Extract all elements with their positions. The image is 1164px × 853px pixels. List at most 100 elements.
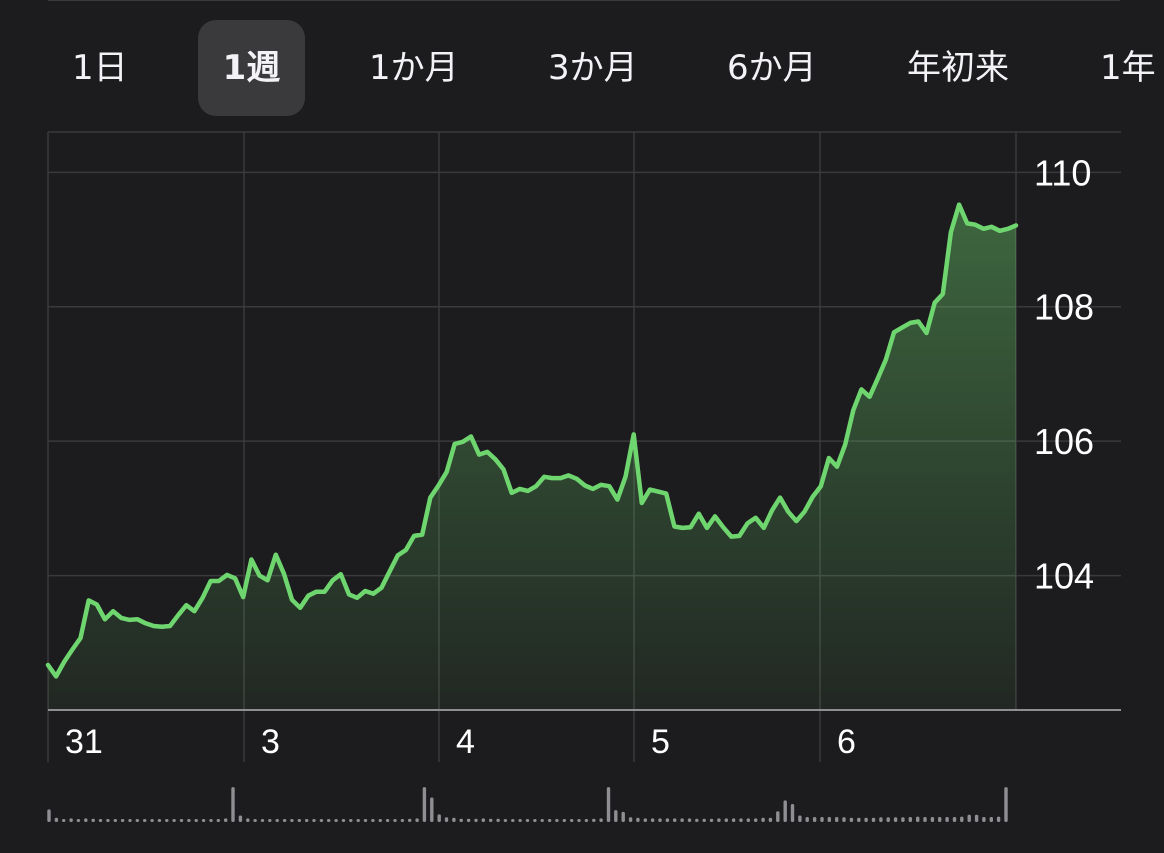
y-tick-label: 108 — [1034, 287, 1094, 328]
y-axis-ticks: 104 106 108 110 — [1034, 152, 1094, 596]
volume-bar — [842, 817, 846, 822]
volume-bar — [481, 818, 485, 822]
volume-bar — [503, 819, 508, 822]
volume-bar — [702, 818, 706, 822]
volume-bar — [658, 818, 662, 822]
y-tick-label: 106 — [1034, 421, 1094, 462]
volume-bar — [282, 819, 287, 822]
volume-bar — [805, 817, 809, 822]
volume-bar — [606, 787, 611, 822]
volume-bar — [908, 817, 912, 822]
volume-bar — [511, 819, 515, 822]
volume-bar — [547, 819, 552, 822]
volume-bar — [754, 818, 758, 822]
tab-6-months[interactable]: 6か月 — [727, 48, 817, 88]
tab-1-week[interactable]: 1週 — [198, 20, 305, 116]
volume-bar — [673, 818, 677, 822]
volume-bar — [695, 818, 699, 822]
volume-bar — [989, 817, 993, 822]
volume-bar — [393, 819, 397, 822]
tab-1-month[interactable]: 1か月 — [369, 48, 459, 88]
top-divider — [48, 0, 1120, 1]
volume-bars — [47, 787, 1008, 822]
volume-bar — [746, 818, 750, 822]
volume-bar — [871, 817, 876, 822]
volume-bar — [91, 818, 95, 822]
x-axis-ticks: 31 3 4 5 6 — [65, 723, 856, 761]
volume-bar — [341, 819, 346, 822]
volume-bar — [187, 819, 191, 822]
volume-bar — [960, 816, 964, 822]
volume-bar — [636, 817, 640, 822]
volume-bar — [709, 818, 714, 822]
volume-bar — [474, 818, 478, 822]
volume-bar — [312, 819, 316, 822]
volume-bar — [216, 819, 220, 822]
x-tick-label: 4 — [456, 723, 475, 761]
volume-bar — [356, 819, 360, 822]
volume-bar — [327, 819, 331, 822]
volume-bar — [982, 817, 986, 822]
volume-bar — [106, 819, 110, 822]
volume-bar — [371, 819, 375, 822]
volume-bar — [687, 818, 692, 822]
volume-bar — [680, 818, 684, 822]
volume-bar — [901, 817, 905, 822]
time-range-tabs: 1日 1週 1か月 3か月 6か月 年初来 1年 — [0, 20, 1164, 116]
volume-bar — [849, 817, 854, 822]
volume-bar — [260, 819, 265, 822]
volume-bar — [201, 819, 206, 822]
volume-bar — [790, 804, 795, 822]
volume-bar — [489, 818, 493, 822]
volume-bar — [246, 818, 250, 822]
volume-bar — [650, 818, 655, 822]
volume-bar — [783, 800, 787, 822]
volume-bar — [724, 818, 728, 822]
price-line — [45, 202, 1019, 679]
volume-bar — [76, 819, 81, 822]
volume-bar — [827, 817, 831, 822]
volume-bar — [113, 819, 117, 822]
volume-bar — [319, 819, 324, 822]
tab-3-months[interactable]: 3か月 — [548, 48, 638, 88]
volume-bar — [525, 819, 530, 822]
volume-bar — [717, 818, 721, 822]
volume-bar — [857, 817, 861, 822]
volume-bar — [290, 819, 294, 822]
volume-bar — [518, 819, 522, 822]
volume-bar — [739, 818, 743, 822]
volume-bar — [570, 819, 574, 822]
volume-bar — [231, 787, 235, 822]
volume-bar — [385, 819, 390, 822]
volume-bar — [562, 819, 566, 822]
tab-1-year[interactable]: 1年 — [1100, 48, 1156, 88]
volume-bar — [835, 817, 839, 822]
volume-bar — [120, 819, 125, 822]
volume-bar — [1004, 787, 1008, 822]
volume-bar — [628, 817, 633, 822]
volume-bar — [761, 817, 765, 822]
y-tick-label: 104 — [1034, 556, 1094, 597]
x-tick-label: 3 — [261, 723, 280, 761]
volume-bar — [268, 819, 272, 822]
volume-bar — [584, 819, 589, 822]
volume-bar — [62, 819, 66, 822]
volume-bar — [275, 819, 279, 822]
volume-bar — [408, 818, 412, 822]
volume-bar — [930, 817, 935, 822]
volume-bar — [363, 819, 368, 822]
x-tick-label: 5 — [651, 723, 670, 761]
volume-bar — [69, 818, 73, 822]
tab-1-day[interactable]: 1日 — [72, 48, 128, 88]
volume-bar — [945, 817, 949, 822]
volume-bar — [938, 817, 942, 822]
volume-bar — [864, 817, 868, 822]
volume-bar — [150, 819, 154, 822]
volume-bar — [452, 817, 456, 822]
volume-bar — [47, 809, 51, 822]
tab-ytd[interactable]: 年初来 — [907, 48, 1009, 88]
volume-bar — [437, 814, 441, 822]
volume-bar — [614, 810, 618, 822]
volume-bar — [297, 819, 301, 822]
